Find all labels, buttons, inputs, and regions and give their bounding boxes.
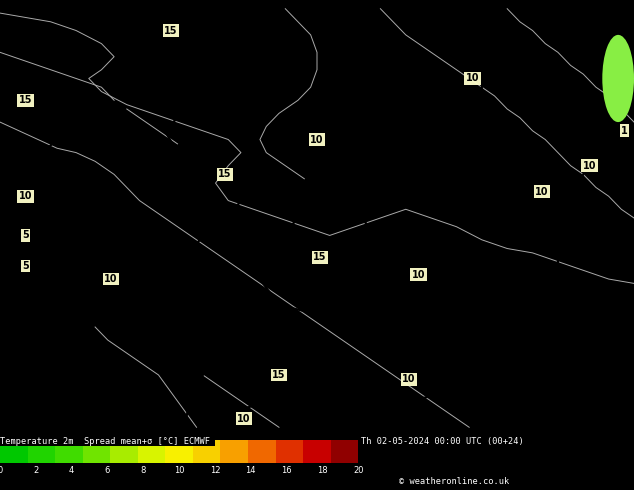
Text: 20: 20: [353, 466, 363, 475]
Text: 10: 10: [402, 374, 416, 384]
Text: 10: 10: [174, 466, 184, 475]
Bar: [82, 441, 110, 463]
Text: 2: 2: [33, 466, 39, 475]
Text: 18: 18: [317, 466, 328, 475]
Text: 15: 15: [18, 95, 32, 105]
Bar: [110, 441, 138, 463]
Text: 4: 4: [69, 466, 74, 475]
Bar: [193, 441, 221, 463]
Text: 5: 5: [22, 230, 29, 241]
Text: 6: 6: [105, 466, 110, 475]
Bar: [55, 441, 82, 463]
Text: 10: 10: [411, 270, 425, 280]
Text: 0: 0: [0, 466, 3, 475]
Text: 15: 15: [164, 25, 178, 35]
Bar: [331, 441, 358, 463]
Text: 15: 15: [313, 252, 327, 262]
Bar: [303, 441, 331, 463]
Text: 10: 10: [465, 74, 479, 83]
Bar: [138, 441, 165, 463]
Text: Th 02-05-2024 00:00 UTC (00+24): Th 02-05-2024 00:00 UTC (00+24): [361, 437, 524, 445]
Bar: [276, 441, 303, 463]
Text: 10: 10: [104, 274, 118, 284]
Text: © weatheronline.co.uk: © weatheronline.co.uk: [399, 477, 510, 486]
Bar: [248, 441, 276, 463]
Bar: [27, 441, 55, 463]
Bar: [165, 441, 193, 463]
Text: 8: 8: [141, 466, 146, 475]
Text: Temperature 2m  Spread mean+σ [°C] ECMWF: Temperature 2m Spread mean+σ [°C] ECMWF: [0, 437, 210, 445]
Text: 15: 15: [272, 370, 286, 380]
Text: 12: 12: [210, 466, 220, 475]
Text: 14: 14: [245, 466, 256, 475]
Text: 1: 1: [621, 126, 628, 136]
Text: 16: 16: [281, 466, 292, 475]
Text: 10: 10: [18, 191, 32, 201]
Text: 10: 10: [237, 414, 251, 423]
Text: 15: 15: [218, 170, 232, 179]
Text: 10: 10: [310, 135, 324, 145]
Text: 10: 10: [583, 161, 597, 171]
Text: 10: 10: [535, 187, 549, 197]
Text: Temperature 2m  Spread mean+σ [°C] ECMWF: Temperature 2m Spread mean+σ [°C] ECMWF: [0, 437, 215, 446]
Ellipse shape: [602, 35, 634, 122]
Bar: [221, 441, 248, 463]
Text: 5: 5: [22, 261, 29, 271]
Bar: [0, 441, 27, 463]
